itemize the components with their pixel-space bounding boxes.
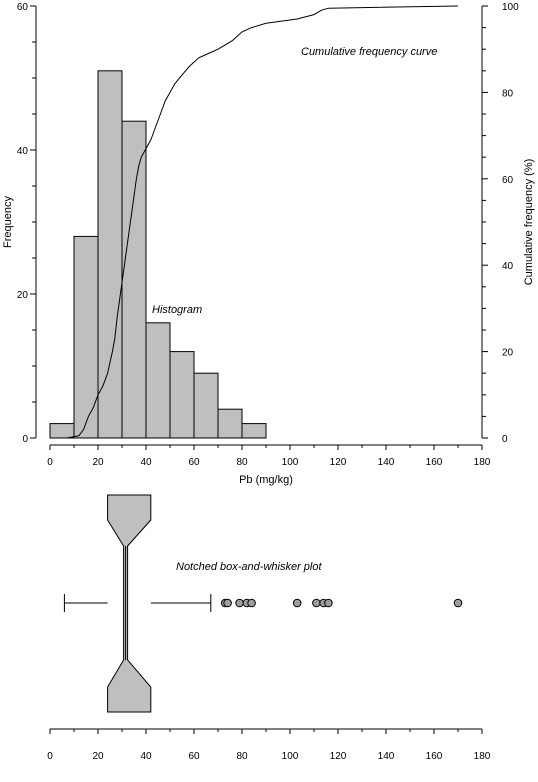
cumulative-frequency-curve — [66, 5, 459, 439]
x-axis-ticks: 0 20 40 60 80 100 120 140 160 180 — [47, 445, 491, 468]
y-tick-label: 20 — [17, 290, 29, 301]
y2-tick-label: 80 — [502, 88, 514, 99]
boxplot-panel: 0 20 40 60 80 100 120 140 160 180 Notched box-and… — [47, 494, 491, 762]
x-tick-label: 0 — [47, 457, 53, 468]
x-tick-label: 20 — [92, 457, 104, 468]
x-tick-label: 180 — [474, 457, 491, 468]
boxplot-x-tick-label: 0 — [47, 751, 53, 762]
x-tick-label: 100 — [282, 457, 299, 468]
y-tick-label: 60 — [17, 2, 29, 13]
histogram-bar-6 — [193, 372, 219, 439]
histogram-bar-5 — [169, 351, 195, 439]
outlier-point — [292, 598, 302, 608]
histogram-bar-7 — [217, 408, 243, 439]
boxplot-x-tick-label: 100 — [282, 751, 299, 762]
x-tick-label: 40 — [140, 457, 152, 468]
histogram-bar-0 — [49, 423, 75, 439]
histogram-bar-3 — [121, 120, 147, 439]
y2-tick-label: 60 — [502, 175, 514, 186]
boxplot-annotation: Notched box-and-whisker plot — [176, 561, 322, 573]
y-axis-label: Frequency — [2, 196, 14, 248]
y2-axis-ticks: 0 20 40 60 80 100 — [482, 2, 519, 445]
histogram-bar-2 — [97, 70, 123, 439]
y2-tick-label: 40 — [502, 261, 514, 272]
y-axis-ticks: 0 20 40 60 — [17, 2, 36, 445]
boxplot-x-tick-label: 40 — [140, 751, 152, 762]
outlier-point — [324, 598, 333, 608]
boxplot-x-tick-label: 20 — [92, 751, 104, 762]
outlier-point — [247, 598, 256, 608]
box-body — [107, 494, 152, 713]
y2-tick-label: 0 — [502, 434, 508, 445]
x-tick-label: 120 — [330, 457, 347, 468]
cumulative-curve-annotation: Cumulative frequency curve — [301, 46, 437, 58]
notched-box — [63, 494, 212, 713]
histogram-bar-8 — [241, 423, 267, 439]
x-tick-label: 160 — [426, 457, 443, 468]
x-axis-label: Pb (mg/kg) — [239, 474, 293, 486]
x-tick-label: 140 — [378, 457, 395, 468]
histogram-panel: 0 20 40 60 80 100 120 140 160 180 0 20 40 60 0 20 40 60… — [2, 2, 535, 486]
histogram-bars — [49, 70, 267, 439]
y-tick-label: 40 — [17, 146, 29, 157]
boxplot-x-tick-label: 140 — [378, 751, 395, 762]
x-tick-label: 80 — [236, 457, 248, 468]
boxplot-x-tick-label: 60 — [188, 751, 200, 762]
boxplot-x-axis-ticks: 0 20 40 60 80 100 120 140 160 180 — [47, 729, 491, 762]
x-tick-label: 60 — [188, 457, 200, 468]
outlier-point — [223, 598, 232, 608]
outlier-point — [235, 598, 244, 608]
y2-tick-label: 20 — [502, 348, 514, 359]
y2-tick-label: 100 — [502, 2, 519, 13]
boxplot-outliers — [220, 598, 463, 608]
histogram-bar-1 — [73, 235, 99, 439]
y2-axis-label: Cumulative frequency (%) — [523, 159, 535, 286]
y-tick-label: 0 — [22, 434, 28, 445]
outlier-point — [453, 598, 463, 608]
boxplot-x-tick-label: 180 — [474, 751, 491, 762]
boxplot-x-tick-label: 120 — [330, 751, 347, 762]
boxplot-x-tick-label: 80 — [236, 751, 248, 762]
histogram-bar-4 — [145, 322, 171, 439]
histogram-annotation: Histogram — [152, 304, 202, 316]
boxplot-x-tick-label: 160 — [426, 751, 443, 762]
outlier-point — [312, 598, 321, 608]
